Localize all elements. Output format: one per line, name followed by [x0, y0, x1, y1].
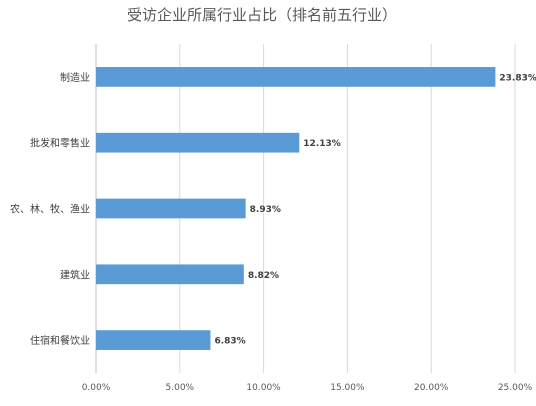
category-label: 农、林、牧、渔业: [10, 203, 90, 216]
data-label: 8.82%: [248, 271, 279, 281]
x-tick-label: 0.00%: [82, 383, 111, 393]
bar: [96, 330, 211, 350]
x-tick-label: 10.00%: [246, 383, 281, 393]
bar: [96, 67, 496, 87]
bar: [96, 264, 244, 285]
data-label: 6.83%: [214, 337, 245, 347]
data-label: 8.93%: [250, 205, 281, 215]
bars: 23.83% 12.13% 8.93% 8.82% 6.83%: [96, 67, 536, 350]
bar: [96, 132, 300, 153]
bar: [96, 198, 246, 219]
x-axis-ticks: 0.00% 5.00% 10.00% 15.00% 20.00% 25.00%: [82, 383, 533, 393]
category-label: 住宿和餐饮业: [30, 334, 90, 347]
chart-title: 受访企业所属行业占比（排名前五行业）: [127, 6, 397, 24]
category-label: 批发和零售业: [30, 137, 90, 150]
data-label: 12.13%: [303, 139, 341, 149]
x-tick-label: 5.00%: [166, 383, 195, 393]
x-tick-label: 15.00%: [330, 383, 365, 393]
data-label: 23.83%: [499, 73, 536, 83]
category-label: 制造业: [60, 71, 90, 84]
x-tick-label: 20.00%: [414, 383, 449, 393]
category-label: 建筑业: [60, 268, 90, 281]
x-tick-label: 25.00%: [498, 383, 533, 393]
gridlines: [95, 44, 516, 373]
